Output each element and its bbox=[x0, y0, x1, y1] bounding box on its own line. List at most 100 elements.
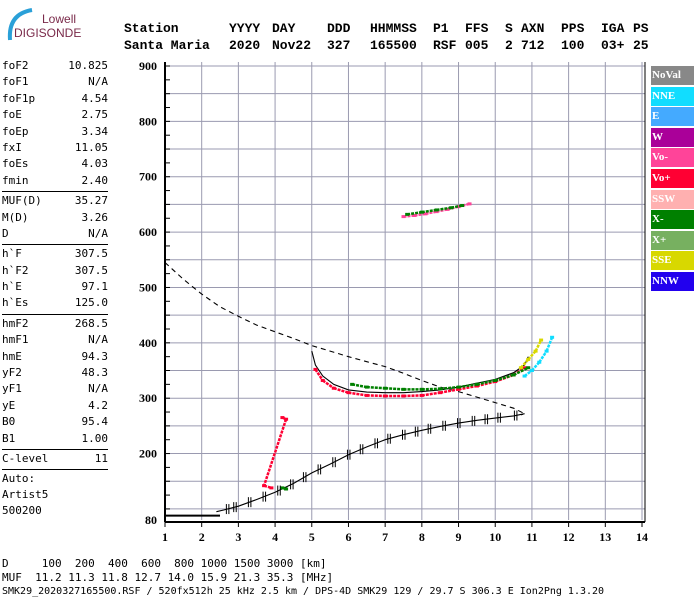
far-echoes-x-point bbox=[460, 204, 465, 208]
param-row: hmF2 268.5 bbox=[2, 316, 108, 332]
footer-distance-row: D 100 200 400 600 800 1000 1500 3000 [km… bbox=[2, 557, 327, 570]
vo-echoes-segment bbox=[322, 379, 335, 390]
param-row: foF1p 4.54 bbox=[2, 91, 108, 107]
param-name: foEp bbox=[2, 124, 29, 138]
x-tick-label: 7 bbox=[382, 530, 388, 544]
far-echoes-segment bbox=[425, 210, 437, 216]
footer-muf-row: MUF 11.2 11.3 11.8 12.7 14.0 15.9 21.3 3… bbox=[2, 571, 334, 584]
header-value-10: 03+ bbox=[601, 38, 625, 53]
param-name: M(D) bbox=[2, 210, 29, 224]
param-name: fxI bbox=[2, 140, 22, 154]
vo-echoes-segment bbox=[281, 416, 287, 421]
header-value-9: 100 bbox=[561, 38, 585, 53]
param-value: 307.5 bbox=[74, 247, 108, 261]
far-echoes-x-segment bbox=[450, 204, 463, 209]
header-value-2: Nov22 bbox=[272, 38, 312, 53]
header-label-4: HHMMSS bbox=[370, 21, 417, 36]
x-echoes-segment bbox=[458, 383, 478, 389]
param-value: 4.03 bbox=[81, 157, 109, 171]
param-row: foEp 3.34 bbox=[2, 124, 108, 140]
param-value: 11 bbox=[94, 451, 108, 465]
header-value-6: 005 bbox=[465, 38, 489, 53]
x-echoes-segment bbox=[476, 379, 496, 386]
x-tick-label: 1 bbox=[162, 530, 168, 544]
x-tick-label: 12 bbox=[563, 530, 575, 544]
param-name: fmin bbox=[2, 173, 29, 187]
header-label-6: FFS bbox=[465, 21, 489, 36]
x-tick-label: 5 bbox=[309, 530, 315, 544]
param-row: fmin 2.40 bbox=[2, 173, 108, 189]
x-tick-label: 10 bbox=[489, 530, 501, 544]
logo-line2: DIGISONDE bbox=[14, 26, 82, 40]
x-tick-label: 4 bbox=[272, 530, 278, 544]
divider bbox=[2, 448, 108, 450]
param-name: foF2 bbox=[2, 59, 29, 72]
vo-echoes-segment bbox=[348, 391, 367, 397]
x-tick-label: 9 bbox=[456, 530, 462, 544]
y-tick-label: 200 bbox=[139, 447, 157, 461]
param-value: 4.54 bbox=[81, 91, 109, 105]
param-name: foEs bbox=[2, 157, 29, 171]
param-value: N/A bbox=[88, 75, 108, 89]
vo-echoes-segment bbox=[403, 394, 422, 398]
param-value: 95.4 bbox=[81, 415, 109, 429]
param-value: 94.3 bbox=[81, 349, 109, 363]
divider bbox=[2, 469, 108, 471]
y-tick-label: 600 bbox=[139, 225, 157, 239]
legend-item: NoVal bbox=[651, 66, 694, 85]
header-labels: Station YYYY DAY DDD HHMMSS P1 FFS S AXN PPS IGA PS bbox=[124, 20, 657, 37]
x-echoes-segment bbox=[385, 386, 404, 391]
param-row: B1 1.00 bbox=[2, 431, 108, 447]
scaled-parameters-panel: foF2 10.825 foF1 N/A foF1p 4.54 foE 2.75 foEp 3.3… bbox=[2, 58, 108, 519]
vo-echoes-segment bbox=[263, 484, 272, 490]
y-tick-label: 700 bbox=[139, 170, 157, 184]
param-value: 48.3 bbox=[81, 366, 109, 380]
param-row: h`F 307.5 bbox=[2, 246, 108, 262]
param-value: 125.0 bbox=[74, 296, 108, 310]
divider bbox=[2, 313, 108, 315]
x-echoes-point bbox=[284, 487, 289, 491]
header-label-7: S bbox=[505, 21, 513, 36]
param-row: fxI 11.05 bbox=[2, 140, 108, 156]
x-echoes-segment bbox=[440, 385, 459, 391]
param-value: 35.27 bbox=[74, 194, 108, 208]
auto-line: 500200 bbox=[2, 504, 42, 518]
station-header: Station YYYY DAY DDD HHMMSS P1 FFS S AXN PPS IGA PS… bbox=[124, 20, 657, 54]
param-value: 10.825 bbox=[68, 59, 108, 72]
legend-item: E bbox=[651, 107, 694, 127]
param-name: MUF(D) bbox=[2, 194, 42, 208]
header-value-8: 712 bbox=[521, 38, 545, 53]
header-label-11: PS bbox=[633, 21, 649, 36]
vo-echoes-segment bbox=[476, 380, 496, 388]
auto-line: Auto: bbox=[2, 472, 36, 486]
param-name: hmF1 bbox=[2, 333, 29, 347]
x-tick-label: 2 bbox=[199, 530, 205, 544]
legend-item: SSW bbox=[651, 189, 694, 209]
header-value-11: 25 bbox=[633, 38, 649, 53]
header-value-3: 327 bbox=[327, 38, 351, 53]
param-value: 268.5 bbox=[74, 316, 108, 330]
o-trace-line bbox=[311, 350, 529, 394]
far-echoes-x-segment bbox=[421, 208, 437, 214]
x-tick-label: 13 bbox=[599, 530, 611, 544]
auto-line: Artist5 bbox=[2, 488, 49, 502]
param-value: N/A bbox=[88, 382, 108, 396]
header-label-2: DAY bbox=[272, 21, 296, 36]
param-name: foF1 bbox=[2, 75, 29, 89]
x-tick-label: 14 bbox=[636, 530, 648, 544]
param-name: h`Es bbox=[2, 296, 29, 310]
x-echoes-segment bbox=[351, 383, 368, 389]
param-value: N/A bbox=[88, 333, 108, 347]
param-name: B0 bbox=[2, 415, 16, 429]
param-row: MUF(D) 35.27 bbox=[2, 193, 108, 209]
param-name: foE bbox=[2, 108, 22, 122]
far-echoes-segment bbox=[403, 214, 415, 218]
far-echoes-point bbox=[467, 202, 472, 206]
param-name: foF1p bbox=[2, 91, 36, 105]
param-name: yF2 bbox=[2, 366, 22, 380]
legend-item: Vo+ bbox=[651, 168, 694, 188]
y-tick-label: 800 bbox=[139, 114, 157, 128]
footer: D 100 200 400 600 800 1000 1500 3000 [km… bbox=[2, 557, 604, 599]
sse-echoes-segment bbox=[519, 358, 530, 369]
header-value-0: Santa Maria bbox=[124, 38, 210, 53]
